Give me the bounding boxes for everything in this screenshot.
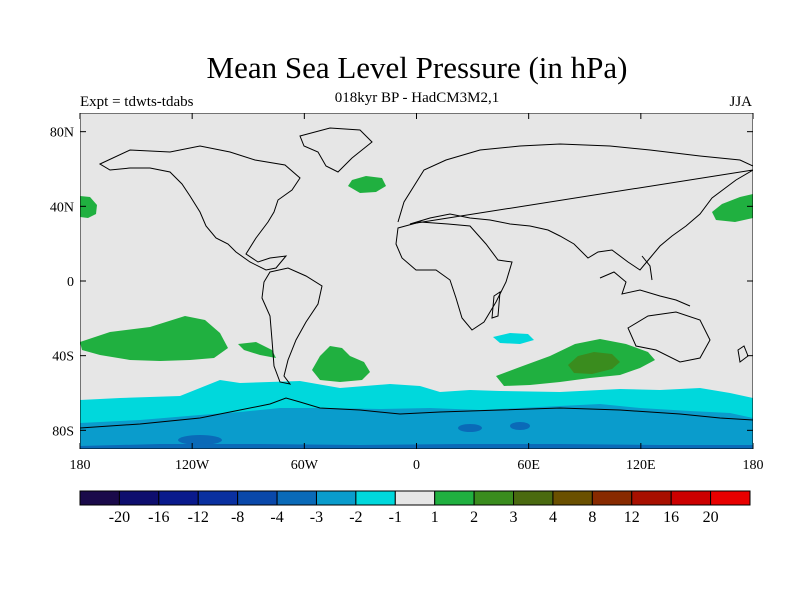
pressure-anomaly-field — [80, 113, 753, 449]
anomaly-positive-north-pacific-west — [80, 196, 97, 218]
anomaly-patch-minus-3-east — [458, 424, 482, 432]
lon-tick-label: 60E — [517, 458, 540, 473]
coast-australia — [627, 311, 711, 363]
anomaly-band-minus-2 — [80, 404, 753, 449]
colorbar-label: -2 — [349, 509, 362, 526]
anomaly-positive-south-atlantic — [312, 346, 370, 382]
colorbar-swatch — [79, 490, 120, 506]
colorbar-swatch — [513, 490, 554, 506]
lon-tick-label: 0 — [413, 458, 420, 473]
colorbar-label: -3 — [310, 509, 323, 526]
colorbar-swatch — [394, 490, 436, 506]
colorbar-label: 3 — [510, 509, 518, 526]
colorbar-swatch — [237, 490, 278, 506]
colorbar-swatch — [710, 490, 751, 506]
lat-tick-label: 40N — [50, 200, 74, 215]
lon-tick-label: 120E — [626, 458, 656, 473]
latitude-axis: 80N 40N 0 40S 80S — [50, 126, 753, 439]
chart-subtitle: 018kyr BP - HadCM3M2,1 — [334, 90, 500, 106]
colorbar-swatch — [670, 490, 712, 506]
anomaly-patch-minus-3-east2 — [510, 422, 530, 430]
coast-madagascar — [491, 291, 501, 319]
colorbar-label: 20 — [703, 509, 719, 526]
season-label: JJA — [729, 94, 752, 110]
colorbar-swatch — [591, 490, 633, 506]
colorbar-label: 12 — [624, 509, 640, 526]
coast-south-america — [261, 267, 323, 385]
lat-tick-label: 80N — [50, 126, 74, 141]
colorbar-swatch — [552, 490, 593, 506]
colorbar-label: -20 — [109, 509, 130, 526]
colorbar-swatch — [434, 490, 475, 506]
coast-southeast-asia — [599, 255, 691, 307]
colorbar-label: 16 — [663, 509, 679, 526]
colorbar-label: -8 — [231, 509, 244, 526]
anomaly-minus-1-south-indian — [493, 333, 534, 344]
lat-tick-label: 0 — [67, 275, 74, 290]
colorbar-label: -1 — [389, 509, 402, 526]
chart-title: Mean Sea Level Pressure (in hPa) — [206, 50, 628, 85]
coastlines — [80, 127, 753, 429]
coast-greenland — [299, 127, 373, 173]
lat-tick-label: 40S — [52, 350, 74, 365]
colorbar-swatch — [158, 490, 199, 506]
colorbar-label: 4 — [549, 509, 557, 526]
colorbar-swatch — [355, 490, 396, 506]
lon-tick-label: 120W — [175, 458, 210, 473]
anomaly-positive-south-pacific — [80, 316, 228, 361]
longitude-axis: 180 120W 60W 0 60E 120E 180 — [70, 113, 764, 473]
experiment-label: Expt = tdwts-tdabs — [80, 94, 194, 110]
coast-north-america — [98, 145, 301, 271]
anomaly-positive-north-pacific-east — [712, 194, 753, 222]
colorbar-label: -4 — [270, 509, 283, 526]
coast-antarctica — [80, 397, 753, 429]
colorbar-label: -16 — [148, 509, 169, 526]
lon-tick-label: 180 — [743, 458, 764, 473]
anomaly-patch-minus-3 — [178, 435, 222, 445]
colorbar-label: 2 — [470, 509, 478, 526]
colorbar-swatch — [118, 490, 160, 506]
lon-tick-label: 180 — [70, 458, 91, 473]
colorbar-swatch — [631, 490, 672, 506]
colorbar-swatch — [473, 490, 515, 506]
lon-tick-label: 60W — [291, 458, 319, 473]
colorbar-swatch — [197, 490, 239, 506]
colorbar-swatch — [276, 490, 317, 506]
lat-tick-label: 80S — [52, 424, 74, 439]
anomaly-positive-north-atlantic — [348, 176, 386, 193]
coast-africa — [395, 221, 513, 331]
colorbar-swatch — [315, 490, 357, 506]
colorbar-label: 1 — [431, 509, 439, 526]
anomaly-positive-3-indian-ocean — [568, 352, 620, 374]
colorbar-label: -12 — [188, 509, 209, 526]
colorbar: -20 -16 -12 -8 -4 -3 -2 -1 1 2 3 4 8 12 16 20 — [79, 490, 751, 526]
anomaly-positive-east-pacific — [238, 342, 276, 358]
colorbar-label: 8 — [588, 509, 596, 526]
coast-europe-asia — [397, 143, 753, 271]
